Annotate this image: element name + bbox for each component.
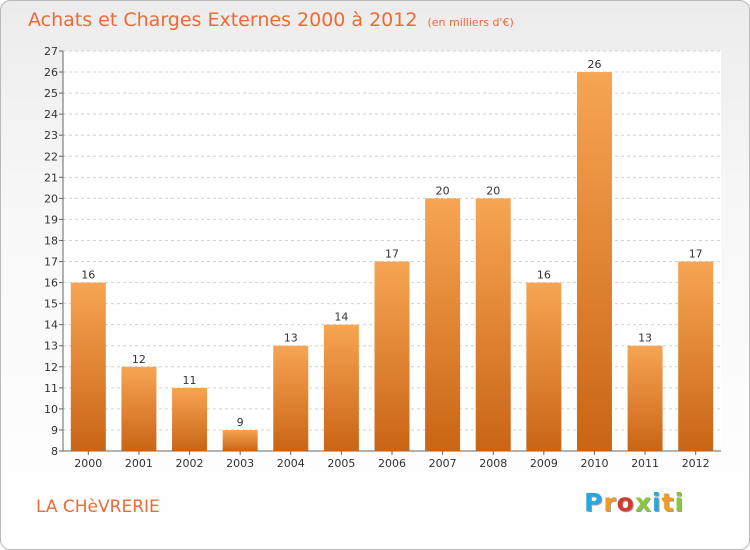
y-tick-label: 25 [44,87,58,100]
x-tick-label: 2002 [176,457,204,470]
data-label: 16 [537,269,551,282]
data-label: 20 [436,184,450,197]
y-tick-label: 11 [44,382,58,395]
chart-title: Achats et Charges Externes 2000 à 2012 [28,9,418,31]
data-label: 12 [132,353,146,366]
bar [475,198,511,451]
y-tick-label: 21 [44,171,58,184]
x-tick-label: 2007 [429,457,457,470]
bar [323,324,359,451]
y-tick-label: 23 [44,129,58,142]
logo-letter: o [616,488,635,517]
data-label: 9 [237,416,244,429]
data-label: 13 [284,332,298,345]
y-tick-label: 18 [44,234,58,247]
x-tick-label: 2004 [277,457,305,470]
y-tick-label: 10 [44,403,58,416]
y-tick-label: 27 [44,45,58,58]
x-tick-label: 2012 [682,457,710,470]
data-label: 11 [183,374,197,387]
y-tick-label: 26 [44,66,58,79]
x-tick-label: 2008 [479,457,507,470]
logo-letter: t [661,488,675,517]
chart-subtitle: (en milliers d'€) [427,16,514,29]
bar [576,72,612,451]
y-tick-label: 9 [51,424,58,437]
bar [526,282,562,451]
bar [425,198,461,451]
data-label: 13 [638,332,652,345]
y-tick-label: 12 [44,361,58,374]
data-label: 20 [486,184,500,197]
logo-letter: P [584,488,604,517]
y-tick-label: 15 [44,298,58,311]
y-tick-label: 8 [51,445,58,458]
data-label: 26 [587,58,601,71]
data-label: 14 [334,311,348,324]
y-tick-label: 24 [44,108,58,121]
y-tick-label: 22 [44,150,58,163]
logo-letter: i [674,488,685,517]
bar [222,429,258,451]
commune-name: LA CHèVRERIE [36,497,160,517]
x-tick-label: 2010 [580,457,608,470]
chart-title-block: Achats et Charges Externes 2000 à 2012 (e… [28,9,514,31]
x-tick-label: 2006 [378,457,406,470]
y-tick-label: 16 [44,277,58,290]
logo-letter: x [634,488,652,517]
data-label: 17 [385,248,399,261]
data-label: 17 [689,248,703,261]
bar [273,345,309,451]
data-label: 16 [81,269,95,282]
y-tick-label: 13 [44,340,58,353]
x-tick-label: 2011 [631,457,659,470]
x-tick-label: 2003 [226,457,254,470]
bar [172,387,208,451]
bar [678,261,714,451]
y-tick-label: 19 [44,213,58,226]
y-tick-label: 14 [44,319,58,332]
logo-letter: i [652,488,662,517]
bar [374,261,410,451]
bar [121,366,157,451]
x-tick-label: 2000 [74,457,102,470]
y-tick-label: 17 [44,256,58,269]
y-tick-label: 20 [44,192,58,205]
bar [627,345,663,451]
logo-letter: r [603,488,617,517]
x-tick-label: 2001 [125,457,153,470]
proxiti-logo: Proxiti [584,488,684,517]
x-tick-label: 2009 [530,457,558,470]
x-tick-label: 2005 [327,457,355,470]
bar [70,282,106,451]
